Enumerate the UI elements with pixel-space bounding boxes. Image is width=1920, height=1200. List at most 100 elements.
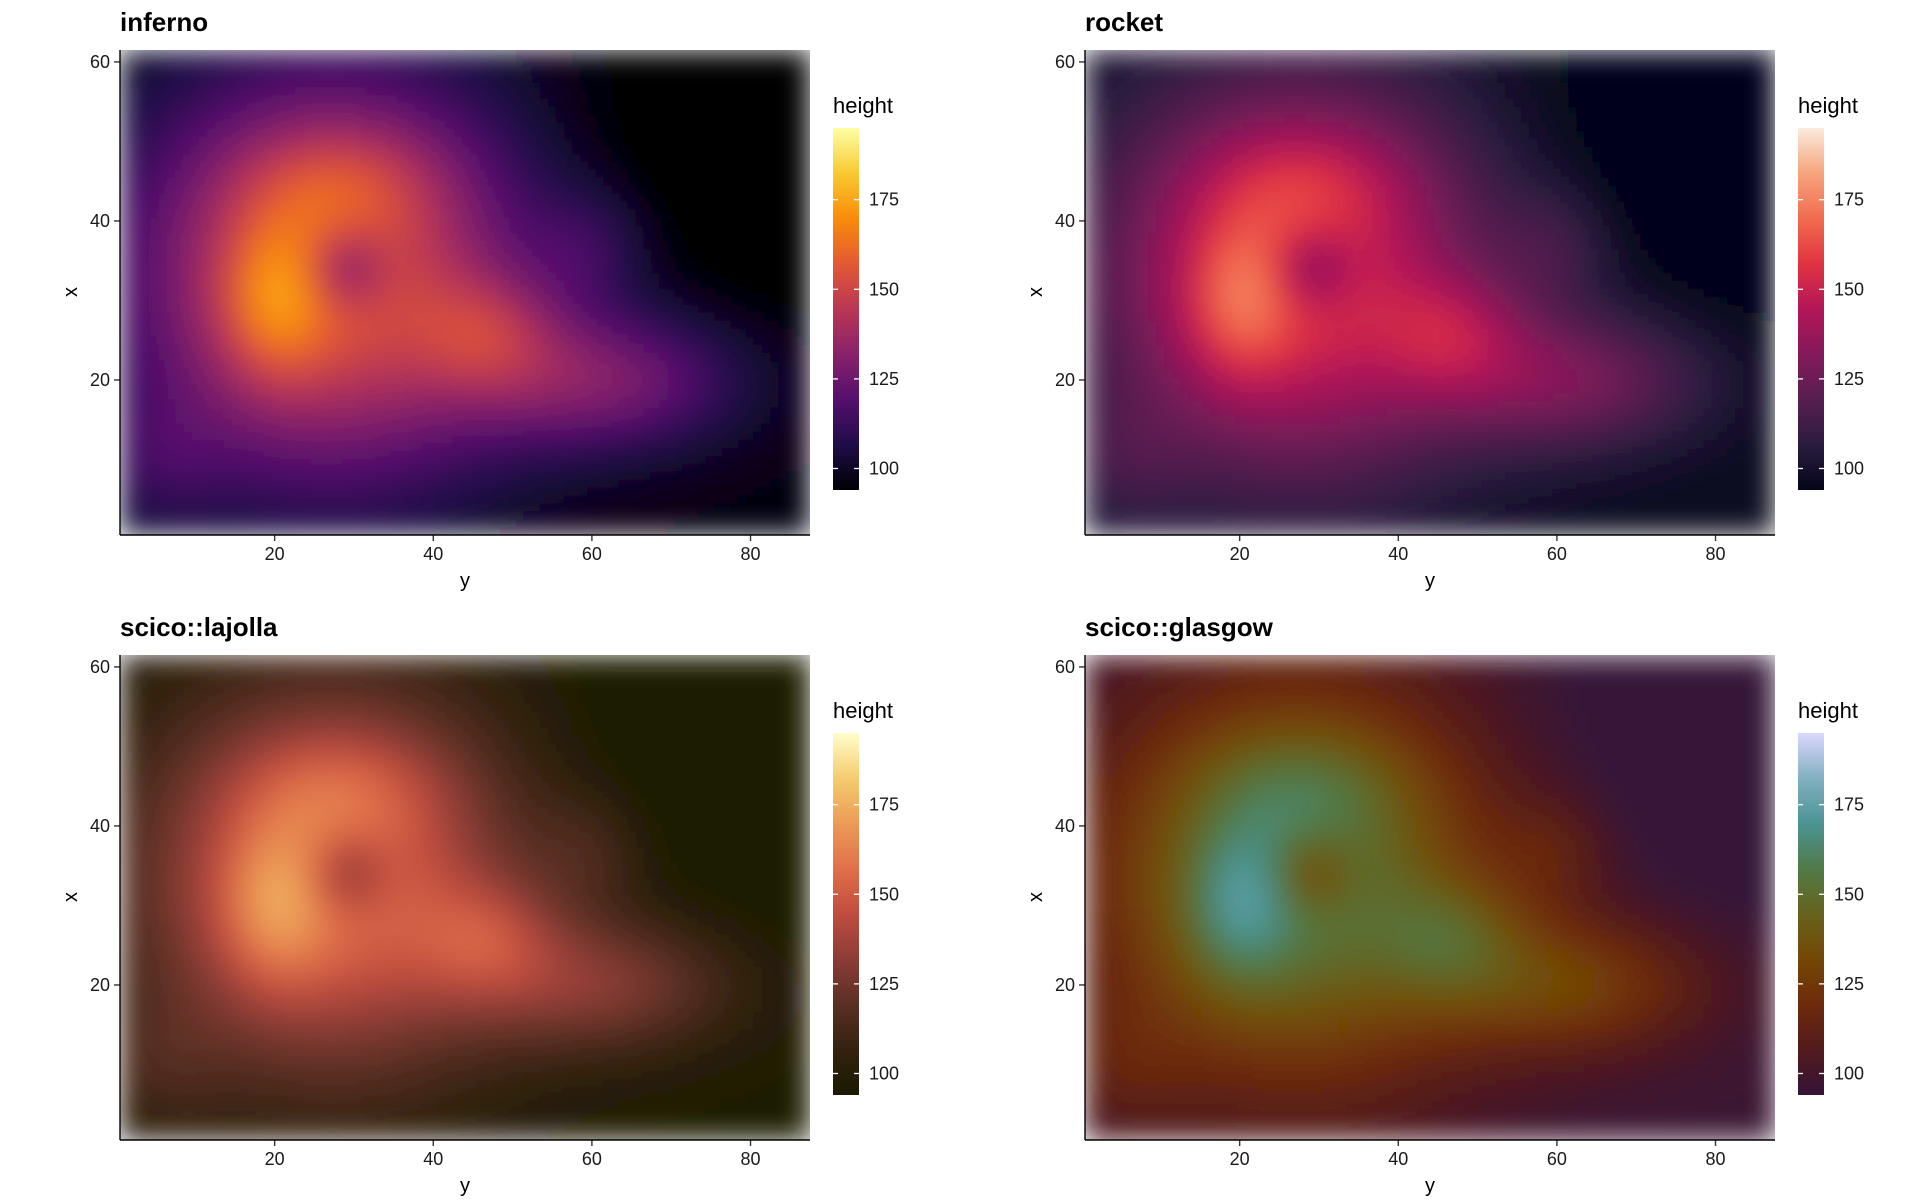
heatmap-cell: [603, 248, 613, 258]
heatmap-cell: [556, 360, 565, 369]
heatmap-cell: [270, 519, 280, 528]
heatmap-cell: [691, 455, 700, 465]
heatmap-cell: [762, 121, 771, 131]
heatmap-cell: [730, 383, 740, 393]
heatmap-cell: [587, 288, 597, 298]
heatmap-cell: [413, 328, 422, 337]
heatmap-cell: [167, 415, 177, 425]
heatmap-cell: [572, 137, 581, 147]
heatmap-cell: [516, 439, 526, 449]
heatmap-cell: [580, 224, 589, 234]
heatmap-cell: [238, 153, 248, 162]
heatmap-cell: [746, 248, 756, 258]
heatmap-cell: [730, 240, 740, 250]
heatmap-cell: [516, 296, 526, 306]
heatmap-cell: [532, 89, 541, 99]
heatmap-cell: [500, 479, 510, 488]
heatmap-cell: [762, 415, 771, 425]
heatmap-cell: [215, 415, 224, 425]
heatmap-cell: [754, 383, 764, 393]
heatmap-cell: [778, 193, 787, 202]
heatmap-cell: [627, 185, 637, 194]
heatmap-cell: [714, 288, 724, 298]
heatmap-cell: [730, 368, 740, 377]
heatmap-cell: [794, 527, 803, 535]
heatmap-cell: [627, 304, 637, 313]
heatmap-cell: [572, 503, 581, 512]
heatmap-cell: [381, 288, 391, 298]
heatmap-cell: [270, 216, 280, 226]
heatmap-cell: [421, 89, 430, 99]
heatmap-cell: [310, 113, 319, 123]
heatmap-cell: [453, 272, 462, 282]
heatmap-cell: [302, 224, 311, 234]
heatmap-cell: [365, 304, 375, 313]
heatmap-cell: [635, 89, 645, 99]
heatmap-cell: [564, 105, 573, 115]
heatmap-cell: [714, 137, 724, 147]
heatmap-cell: [294, 296, 304, 306]
heatmap-cell: [675, 511, 684, 520]
heatmap-cell: [595, 375, 605, 385]
heatmap-cell: [532, 177, 541, 186]
heatmap-cell: [651, 272, 660, 282]
heatmap-cell: [683, 471, 692, 480]
heatmap-cell: [595, 113, 605, 123]
heatmap-cell: [516, 89, 526, 99]
heatmap-cell: [484, 463, 494, 472]
heatmap-cell: [659, 407, 668, 417]
heatmap-cell: [302, 391, 311, 401]
heatmap-cell: [635, 169, 645, 178]
heatmap-cell: [262, 320, 272, 329]
heatmap-cell: [143, 224, 153, 234]
heatmap-cell: [334, 320, 343, 329]
heatmap-cell: [691, 280, 700, 290]
heatmap-cell: [540, 105, 549, 115]
heatmap-cell: [714, 368, 724, 377]
heatmap-cell: [794, 97, 803, 107]
heatmap-cell: [683, 415, 692, 425]
heatmap-cell: [500, 296, 510, 306]
heatmap-cell: [421, 328, 430, 337]
heatmap-cell: [516, 216, 526, 226]
heatmap-cell: [572, 209, 581, 218]
heatmap-cell: [246, 431, 256, 441]
heatmap-cell: [746, 503, 756, 512]
heatmap-cell: [548, 256, 557, 266]
heatmap-cell: [365, 439, 375, 449]
heatmap-cell: [342, 391, 351, 401]
heatmap-cell: [770, 153, 779, 162]
heatmap-cell: [540, 511, 549, 520]
heatmap-cell: [350, 487, 359, 496]
heatmap-cell: [675, 121, 684, 131]
heatmap-cell: [278, 439, 288, 449]
heatmap-cell: [365, 328, 375, 337]
heatmap-cell: [580, 471, 589, 480]
heatmap-cell: [778, 447, 787, 457]
heatmap-cell: [794, 169, 803, 178]
heatmap-cell: [453, 344, 462, 353]
heatmap-cell: [643, 153, 652, 162]
heatmap-cell: [595, 447, 605, 457]
heatmap-cell: [778, 161, 787, 170]
heatmap-cell: [714, 201, 724, 210]
heatmap-cell: [706, 224, 716, 234]
heatmap-cell: [659, 304, 668, 313]
heatmap-cell: [476, 296, 486, 306]
heatmap-cell: [326, 431, 335, 441]
heatmap-cell: [738, 248, 748, 258]
heatmap-cell: [587, 328, 597, 337]
heatmap-cell: [770, 375, 779, 385]
heatmap-cell: [365, 360, 375, 369]
heatmap-cell: [286, 455, 296, 465]
heatmap-cell: [389, 471, 399, 480]
heatmap-cell: [683, 455, 692, 465]
heatmap-cell: [318, 360, 327, 369]
heatmap-cell: [357, 368, 367, 377]
heatmap-cell: [175, 129, 185, 139]
heatmap-cell: [714, 161, 724, 170]
heatmap-cell: [484, 216, 494, 226]
heatmap-cell: [722, 399, 732, 409]
heatmap-cell: [683, 352, 692, 361]
heatmap-cell: [532, 407, 541, 417]
